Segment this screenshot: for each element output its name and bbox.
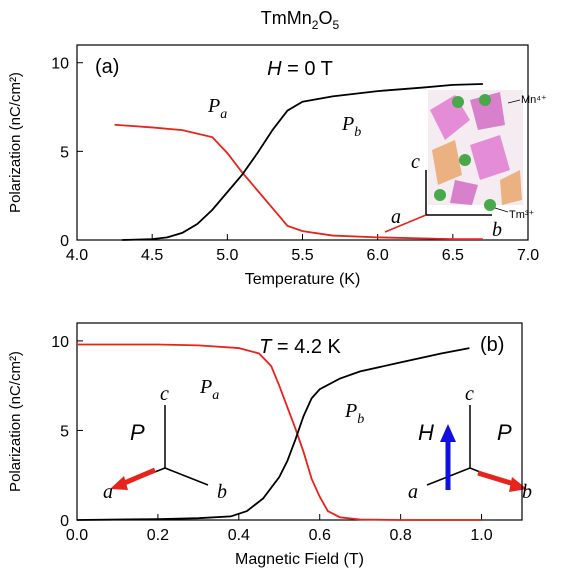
y-axis-label: Polarization (nC/cm²) <box>7 351 24 492</box>
x-tick-label: 7.0 <box>517 247 539 264</box>
plot-frame <box>76 322 523 521</box>
crystal-inset <box>428 90 523 211</box>
y-tick-label: 0 <box>60 233 69 250</box>
tm-ion <box>434 189 446 201</box>
axis-name: b <box>217 481 227 503</box>
pyramid <box>432 140 462 185</box>
vector-label: H <box>418 420 434 445</box>
panel-label: (b) <box>480 334 504 356</box>
x-tick-label: 5.5 <box>291 247 313 264</box>
field-rest: = 0 T <box>282 58 333 80</box>
label-sub: b <box>357 412 364 427</box>
tm-ion <box>459 154 471 166</box>
series-line <box>77 343 482 521</box>
label-main: P <box>199 376 212 398</box>
axis-name: a <box>408 481 418 503</box>
axis-arrow <box>384 214 427 233</box>
p-arrow <box>121 467 156 487</box>
x-axis-label: Magnetic Field (T) <box>235 551 364 568</box>
axis-name: a <box>391 206 401 228</box>
title-part: 5 <box>333 18 340 32</box>
h-arrowhead <box>440 424 456 442</box>
series-line <box>114 123 483 241</box>
pyramid <box>500 170 522 205</box>
field-label: T = 4.2 K <box>259 336 341 358</box>
p-arrow <box>477 470 515 487</box>
panel-label: (a) <box>95 56 119 78</box>
leader <box>507 99 521 104</box>
triad-b <box>164 467 209 486</box>
vector-label: P <box>130 420 145 445</box>
y-tick-label: 0 <box>60 513 69 530</box>
y-tick-label: 5 <box>60 144 69 161</box>
tm-ion <box>452 96 464 108</box>
label-sub: a <box>212 388 219 403</box>
octahedron <box>470 135 510 180</box>
y-tick-label: 5 <box>60 423 69 440</box>
x-tick-label: 1.0 <box>470 527 492 544</box>
ion-label: Mn⁴⁺ <box>521 94 547 106</box>
vector-label: P <box>497 420 512 445</box>
field-rest: = 4.2 K <box>271 336 341 358</box>
axis-name: a <box>103 481 113 503</box>
label-main: P <box>341 113 354 135</box>
axis-name: c <box>160 383 169 405</box>
field-label: H = 0 T <box>267 58 333 80</box>
x-tick-label: 5.0 <box>216 247 238 264</box>
series-line <box>122 83 483 241</box>
title-part: O <box>318 8 332 28</box>
x-tick-label: 0.4 <box>228 527 250 544</box>
title-part: 2 <box>312 18 319 32</box>
field-var: T <box>259 336 273 358</box>
label-sub: b <box>354 125 361 140</box>
tm-ion <box>484 199 496 211</box>
ion-label: Tm³⁺ <box>509 209 535 221</box>
series-label: Pa <box>207 95 227 122</box>
axis-name: c <box>411 151 420 173</box>
axis-name: c <box>465 383 474 405</box>
axis-name: b <box>522 481 532 503</box>
y-tick-label: 10 <box>51 56 69 73</box>
field-var: H <box>267 58 282 80</box>
x-tick-label: 0.2 <box>147 527 169 544</box>
title-part: TmMn <box>261 8 312 28</box>
axis-name: b <box>492 219 502 241</box>
series-label: Pb <box>344 400 364 427</box>
x-tick-label: 0.0 <box>66 527 88 544</box>
p-arrowhead <box>110 476 128 490</box>
octahedron <box>470 92 505 130</box>
y-axis-label: Polarization (nC/cm²) <box>7 72 24 213</box>
x-axis-label: Temperature (K) <box>245 271 361 288</box>
x-tick-label: 4.0 <box>66 247 88 264</box>
tm-ion <box>479 94 491 106</box>
label-main: P <box>344 400 357 422</box>
x-tick-label: 6.0 <box>367 247 389 264</box>
y-tick-label: 10 <box>51 334 69 351</box>
x-tick-label: 0.6 <box>309 527 331 544</box>
label-sub: a <box>220 107 227 122</box>
x-tick-label: 0.8 <box>390 527 412 544</box>
series-label: Pa <box>199 376 219 403</box>
inset-axes <box>384 99 521 233</box>
label-main: P <box>207 95 220 117</box>
x-tick-label: 4.5 <box>141 247 163 264</box>
octahedron <box>450 180 478 205</box>
figure-title: TmMn2O5 <box>261 8 340 32</box>
series-line <box>76 347 470 521</box>
triads <box>110 405 527 492</box>
leader <box>494 207 509 213</box>
series-label: Pb <box>341 113 361 140</box>
x-tick-label: 6.5 <box>442 247 464 264</box>
